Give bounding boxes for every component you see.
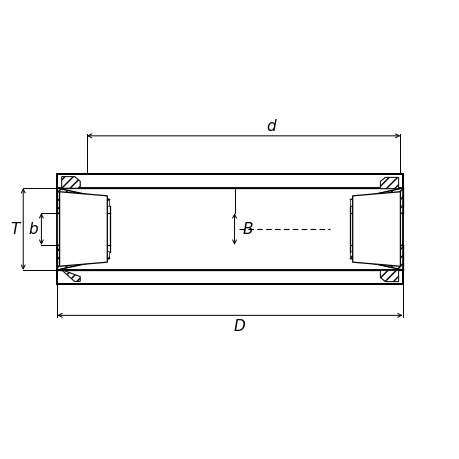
Bar [57,270,402,284]
Polygon shape [57,246,109,270]
Polygon shape [60,192,107,267]
Text: b: b [28,222,38,237]
Polygon shape [62,270,80,282]
Polygon shape [62,177,80,189]
Polygon shape [350,175,402,189]
Polygon shape [350,246,402,270]
Polygon shape [57,189,109,213]
Polygon shape [352,192,399,267]
Polygon shape [57,175,109,189]
Polygon shape [57,270,109,284]
Text: D: D [233,319,245,333]
Polygon shape [62,270,80,282]
Bar [57,175,402,189]
Polygon shape [379,270,397,282]
Text: B: B [242,222,252,237]
Polygon shape [62,177,80,189]
Polygon shape [379,270,397,282]
Polygon shape [350,270,402,284]
Polygon shape [379,177,397,189]
Polygon shape [379,177,397,189]
Text: d: d [265,118,275,134]
Polygon shape [350,189,402,213]
Text: T: T [10,222,20,237]
